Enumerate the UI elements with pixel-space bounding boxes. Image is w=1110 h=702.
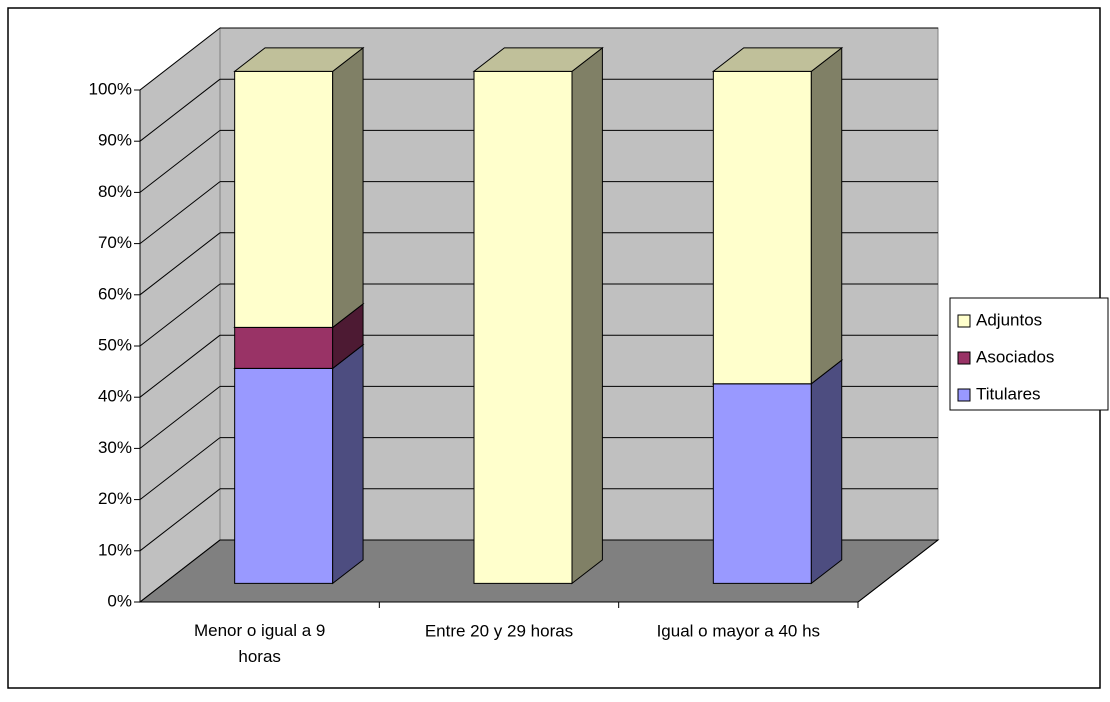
grid-line <box>139 232 221 296</box>
bar-top <box>711 47 844 72</box>
legend-swatch <box>957 351 971 365</box>
x-tick-label: Igual o mayor a 40 hs <box>657 621 820 640</box>
grid-line <box>139 78 221 142</box>
x-tick-label: Menor o igual a 9 horas <box>194 621 325 666</box>
legend-label: Titulares <box>976 384 1041 403</box>
bar <box>233 343 365 585</box>
bar-front <box>712 383 812 584</box>
bar <box>711 359 844 585</box>
y-tick-label: 80% <box>98 182 132 201</box>
y-tick-label: 70% <box>98 233 132 252</box>
bar <box>711 46 844 385</box>
bar <box>472 46 604 585</box>
grid-line <box>139 488 221 552</box>
bar-front <box>234 70 334 328</box>
grid-line <box>139 130 221 193</box>
grid-line <box>139 283 221 347</box>
y-tick-label: 60% <box>98 284 132 303</box>
grid-line <box>139 181 221 244</box>
legend-label: Asociados <box>976 347 1054 366</box>
grid-line <box>139 386 221 449</box>
y-tick-label: 20% <box>98 489 132 508</box>
bar-side <box>571 46 603 585</box>
grid-line <box>139 437 221 500</box>
bar-top <box>233 47 365 72</box>
bars <box>233 46 844 585</box>
y-tick-label: 90% <box>98 131 132 150</box>
y-tick-label: 10% <box>98 540 132 559</box>
bar-front <box>473 70 573 584</box>
bar-front <box>712 70 812 385</box>
grid-line <box>139 27 221 91</box>
bar <box>233 46 365 329</box>
grid-line <box>139 539 221 603</box>
y-tick-label: 40% <box>98 387 132 406</box>
floor-edge <box>857 539 939 603</box>
bar-front <box>234 367 334 584</box>
bar-top <box>472 47 604 72</box>
y-tick-label: 50% <box>98 335 132 354</box>
legend-swatch <box>957 388 971 402</box>
bar-side <box>810 46 843 385</box>
y-tick-label: 0% <box>107 591 132 610</box>
legend-swatch <box>957 314 971 328</box>
bar-side <box>332 343 364 585</box>
grid-line <box>139 334 221 398</box>
bar-side <box>332 46 364 329</box>
bar-front <box>234 326 334 369</box>
x-tick-label: Entre 20 y 29 horas <box>425 621 573 640</box>
y-tick-label: 100% <box>89 79 132 98</box>
legend <box>949 297 1109 411</box>
legend-label: Adjuntos <box>976 310 1042 329</box>
bar-side <box>810 359 843 585</box>
y-tick-label: 30% <box>98 438 132 457</box>
